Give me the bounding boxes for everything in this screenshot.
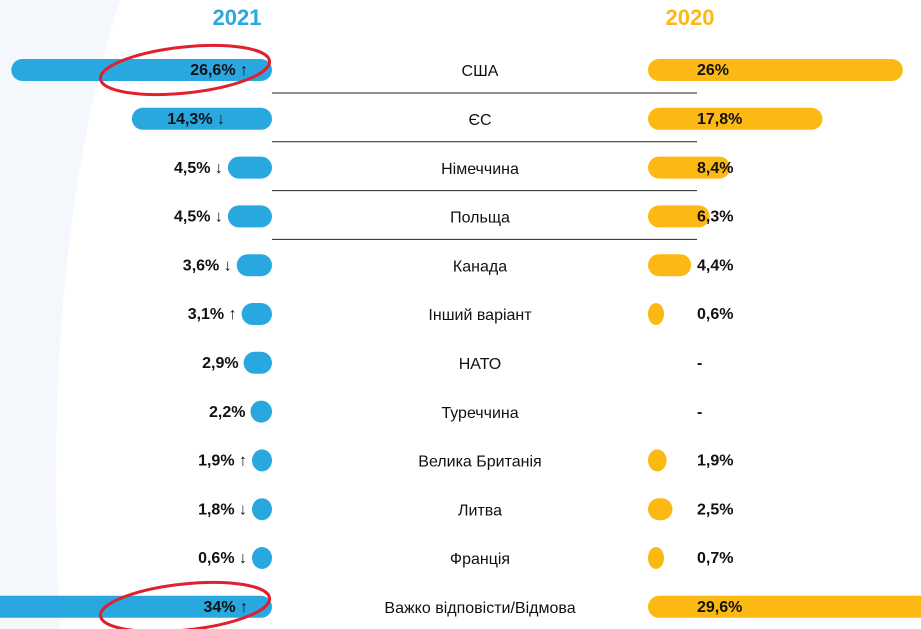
bar — [252, 449, 272, 472]
value-label: 14,3% ↓ — [167, 111, 225, 128]
bar — [648, 254, 692, 277]
bar — [227, 205, 272, 228]
value-label: 3,1% ↑ — [188, 306, 237, 323]
bar — [252, 547, 272, 569]
value-label: 6,3% — [697, 209, 733, 226]
value-label: 26% — [697, 62, 729, 79]
category-label: Литва — [458, 502, 502, 519]
bar — [241, 303, 272, 325]
value-label: 3,6% ↓ — [183, 257, 232, 274]
category-label: Канада — [453, 258, 507, 275]
category-label: ЄС — [468, 112, 491, 129]
category-label: Інший варіант — [428, 307, 532, 324]
value-label: 34% ↑ — [204, 599, 248, 616]
highlight-ring — [98, 580, 272, 629]
value-label: 4,5% ↓ — [174, 160, 223, 177]
bar — [648, 303, 664, 325]
legend-label: 2020 — [666, 5, 715, 30]
bar — [648, 547, 664, 569]
bar — [648, 107, 823, 130]
value-label: 0,6% ↓ — [198, 550, 247, 567]
bar — [648, 595, 921, 618]
category-label: США — [462, 63, 499, 80]
value-label: 8,4% — [697, 160, 733, 177]
bar — [648, 59, 903, 81]
category-label: Важко відповісти/Відмова — [384, 600, 575, 617]
bar — [648, 449, 667, 472]
value-label: 4,5% ↓ — [174, 209, 223, 226]
value-label: - — [697, 404, 702, 421]
bar — [0, 595, 272, 618]
category-label: Німеччина — [441, 161, 519, 178]
bar — [648, 205, 710, 228]
bar — [648, 498, 673, 521]
category-label: Франція — [450, 551, 510, 568]
bar — [11, 59, 272, 81]
value-label: 17,8% — [697, 111, 742, 128]
value-label: - — [697, 355, 702, 372]
value-label: 1,8% ↓ — [198, 501, 247, 518]
value-label: 2,5% — [697, 501, 733, 518]
category-label: Польща — [450, 210, 510, 227]
value-label: 1,9% — [697, 453, 733, 470]
bar — [236, 254, 272, 277]
value-label: 26,6% ↑ — [190, 62, 248, 79]
bar — [648, 156, 731, 179]
category-label: Туреччина — [441, 405, 518, 422]
value-label: 1,9% ↑ — [198, 453, 247, 470]
category-label: НАТО — [459, 356, 501, 373]
value-label: 0,6% — [697, 306, 733, 323]
background-shape — [0, 0, 120, 629]
bar — [227, 156, 272, 179]
value-label: 0,7% — [697, 550, 733, 567]
category-label: Велика Британія — [418, 454, 541, 471]
highlight-ring — [98, 43, 272, 97]
bar — [252, 498, 272, 521]
bar — [131, 107, 272, 130]
bar — [250, 400, 272, 423]
value-label: 2,9% — [202, 355, 238, 372]
legend-label: 2021 — [213, 5, 262, 30]
value-label: 2,2% — [209, 404, 245, 421]
bar — [243, 351, 272, 374]
value-label: 29,6% — [697, 599, 742, 616]
value-label: 4,4% — [697, 257, 733, 274]
